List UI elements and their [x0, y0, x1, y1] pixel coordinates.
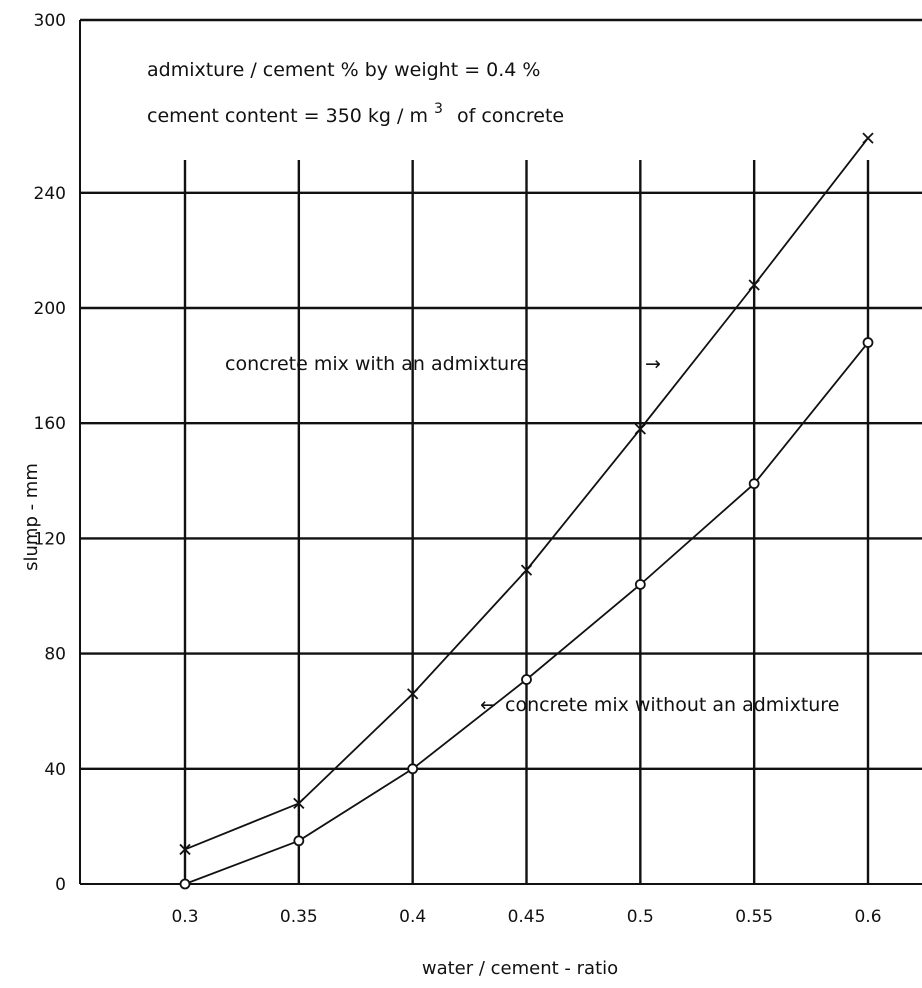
data-point	[634, 579, 646, 590]
y-tick-label: 240	[34, 184, 66, 204]
data-point	[862, 337, 874, 348]
grid	[80, 18, 922, 884]
y-tick-label: 300	[34, 11, 66, 31]
data-point	[407, 688, 419, 700]
cement-content-note: cement content = 350 kg / m 3 of concret…	[147, 96, 564, 127]
x-tick-label: 0.5	[627, 907, 654, 927]
data-point	[748, 478, 760, 490]
data-point	[634, 423, 646, 435]
data-point	[179, 878, 191, 890]
x-tick-labels: 0.3 0.35 0.4 0.45 0.5 0.55 0.6	[171, 907, 881, 927]
y-tick-label: 80	[44, 645, 66, 665]
data-point	[179, 843, 191, 856]
y-tick-label: 120	[34, 529, 66, 549]
data-point	[862, 132, 874, 144]
data-point	[407, 763, 419, 775]
data-point	[748, 279, 760, 291]
x-tick-label: 0.45	[508, 907, 546, 927]
admixture-note: admixture / cement % by weight = 0.4 %	[147, 59, 540, 81]
data-point	[520, 564, 533, 576]
cement-content-superscript: 3	[434, 101, 443, 117]
y-tick-label: 200	[34, 299, 66, 319]
x-axis-label: water / cement - ratio	[422, 958, 618, 979]
x-tick-label: 0.4	[399, 907, 426, 927]
data-point	[293, 835, 305, 847]
series-arrow-without-admixture: ←	[480, 694, 496, 716]
cement-content-text: cement content = 350 kg / m	[147, 105, 428, 127]
y-tick-labels: 0 40 80 120 160 200 240 300	[34, 11, 66, 895]
series-label-with-admixture: concrete mix with an admixture	[225, 353, 528, 375]
axes	[79, 20, 922, 885]
series-label-without-admixture: concrete mix without an admixture	[505, 694, 839, 716]
x-tick-label: 0.6	[854, 907, 881, 927]
x-tick-label: 0.3	[171, 907, 198, 927]
y-tick-label: 160	[34, 414, 66, 434]
x-tick-label: 0.35	[280, 907, 318, 927]
cement-content-tail: of concrete	[457, 105, 564, 127]
data-point	[293, 797, 305, 809]
y-tick-label: 40	[44, 760, 66, 780]
y-tick-label: 0	[55, 875, 66, 895]
series-arrow-with-admixture: →	[645, 353, 661, 375]
y-axis-label: slump - mm	[21, 463, 42, 571]
data-point	[521, 674, 532, 685]
x-tick-label: 0.55	[735, 907, 773, 927]
series	[179, 132, 874, 890]
